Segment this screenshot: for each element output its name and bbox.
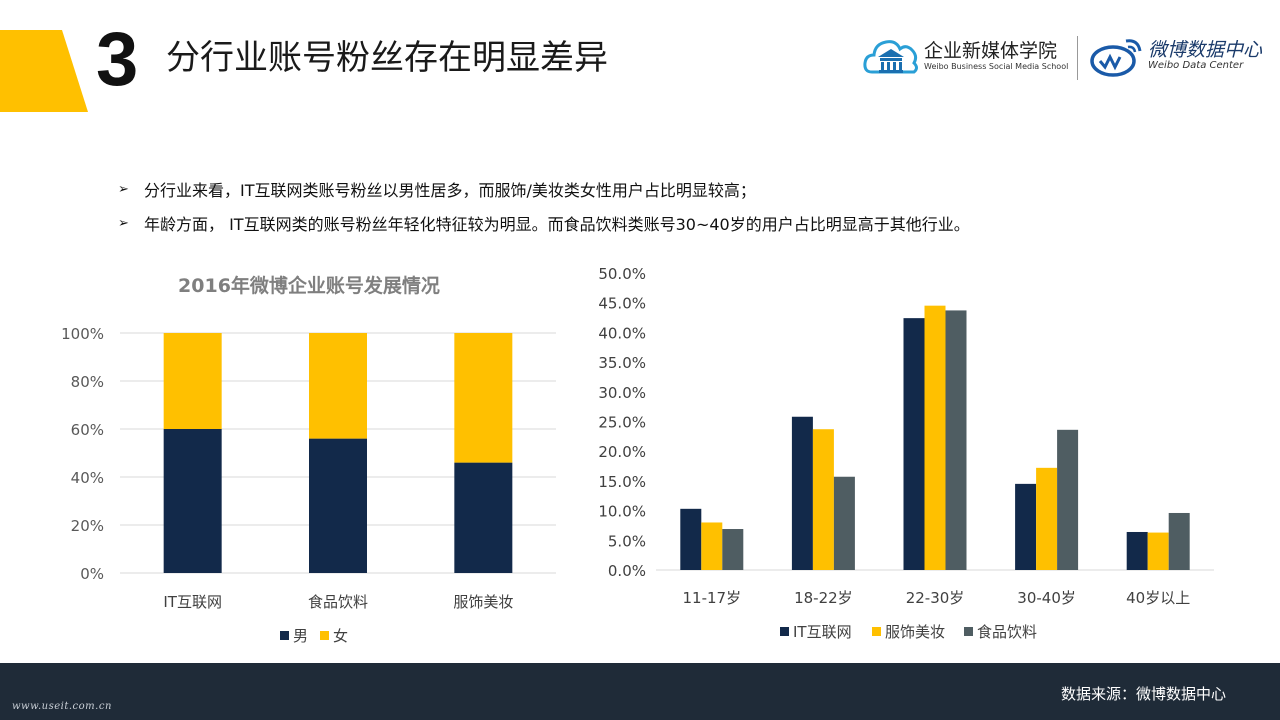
y-tick-label: 45.0% xyxy=(598,295,646,313)
bar-segment xyxy=(454,462,513,573)
bar xyxy=(1126,531,1148,570)
legend-label: 服饰美妆 xyxy=(885,623,945,641)
bar xyxy=(1015,483,1037,570)
legend-swatch xyxy=(780,627,789,636)
x-tick-label: 40岁以上 xyxy=(1126,589,1190,607)
y-tick-label: 25.0% xyxy=(598,414,646,432)
x-tick-label: 22-30岁 xyxy=(906,589,965,607)
y-tick-label: 10.0% xyxy=(598,503,646,521)
school-logo-name: 企业新媒体学院 xyxy=(924,39,1058,62)
bar xyxy=(1168,512,1190,570)
y-tick-label: 0.0% xyxy=(608,562,646,580)
bar xyxy=(1036,467,1058,570)
bar-segment xyxy=(163,429,222,573)
x-tick-label: IT互联网 xyxy=(163,593,222,611)
bar xyxy=(945,310,967,570)
chart-title: 2016年微博企业账号发展情况 xyxy=(178,274,440,297)
footer-bar: www.useit.com.cn 数据来源：微博数据中心 xyxy=(0,663,1280,720)
bar-segment xyxy=(454,333,513,463)
school-logo: 企业新媒体学院 Weibo Business Social Media Scho… xyxy=(862,30,1068,82)
weibo-logo: 微博数据中心 Weibo Data Center xyxy=(1088,30,1262,82)
x-tick-label: 18-22岁 xyxy=(794,589,853,607)
legend-swatch xyxy=(320,631,329,640)
bar xyxy=(833,476,855,570)
school-logo-subtitle: Weibo Business Social Media School xyxy=(924,61,1069,71)
header-accent-shape xyxy=(0,30,88,112)
y-tick-label: 60% xyxy=(71,421,104,439)
bar-segment xyxy=(163,333,222,429)
slide-number: 3 xyxy=(96,17,139,102)
x-tick-label: 11-17岁 xyxy=(683,589,742,607)
y-tick-label: 20% xyxy=(71,517,104,535)
y-tick-label: 80% xyxy=(71,373,104,391)
y-tick-label: 5.0% xyxy=(608,532,646,550)
bar xyxy=(903,318,925,570)
age-grouped-bar-chart: 0.0% 5.0% 10.0% 15.0% 20.0% 25.0% 30.0% 35.0% 40… xyxy=(598,265,1214,641)
bullet-list: ➢ 分行业来看，IT互联网类账号粉丝以男性居多，而服饰/美妆类女性用户占比明显较… xyxy=(118,172,970,240)
accent-parallelogram xyxy=(0,30,88,112)
y-tick-label: 30.0% xyxy=(598,384,646,402)
bar xyxy=(680,508,702,570)
weibo-logo-name: 微博数据中心 xyxy=(1148,38,1263,61)
page-title: 分行业账号粉丝存在明显差异 xyxy=(166,38,608,78)
y-tick-label: 50.0% xyxy=(598,265,646,283)
legend-swatch xyxy=(872,627,881,636)
legend-label: 食品饮料 xyxy=(977,623,1037,641)
bar xyxy=(722,529,744,570)
legend-label: 女 xyxy=(333,627,348,645)
y-tick-label: 20.0% xyxy=(598,443,646,461)
bar xyxy=(812,429,834,570)
bar xyxy=(1057,429,1079,570)
logo-divider xyxy=(1077,36,1078,80)
legend-label: 男 xyxy=(293,627,308,645)
y-tick-label: 0% xyxy=(80,565,104,583)
x-tick-label: 服饰美妆 xyxy=(453,593,513,611)
legend-swatch xyxy=(964,627,973,636)
bar xyxy=(924,305,946,570)
y-tick-label: 40% xyxy=(71,469,104,487)
bar-segment xyxy=(309,333,367,439)
y-tick-label: 40.0% xyxy=(598,324,646,342)
y-tick-label: 35.0% xyxy=(598,354,646,372)
gender-stacked-bar-chart: 2016年微博企业账号发展情况 0% 20% 40% 60% 80% 100% IT互联网 食品… xyxy=(61,274,556,645)
data-source: 数据来源：微博数据中心 xyxy=(1060,685,1226,703)
watermark: www.useit.com.cn xyxy=(12,701,112,712)
cloud-school-icon xyxy=(863,40,918,74)
bullet-text: 分行业来看，IT互联网类账号粉丝以男性居多，而服饰/美妆类女性用户占比明显较高； xyxy=(144,181,756,200)
bullet-item: ➢ 年龄方面， IT互联网类的账号粉丝年轻化特征较为明显。而食品饮料类账号30~… xyxy=(118,206,970,240)
bar xyxy=(1147,532,1169,570)
bar xyxy=(791,416,813,570)
legend-label: IT互联网 xyxy=(793,623,852,641)
bullet-arrow-icon: ➢ xyxy=(118,215,129,231)
weibo-eye-icon xyxy=(1090,39,1142,77)
y-tick-label: 100% xyxy=(61,325,104,343)
bullet-item: ➢ 分行业来看，IT互联网类账号粉丝以男性居多，而服饰/美妆类女性用户占比明显较… xyxy=(118,172,970,206)
x-tick-label: 食品饮料 xyxy=(308,593,368,611)
bullet-arrow-icon: ➢ xyxy=(118,181,129,197)
x-tick-label: 30-40岁 xyxy=(1017,589,1076,607)
legend-swatch xyxy=(280,631,289,640)
bar xyxy=(701,522,723,570)
bar-segment xyxy=(309,438,367,573)
bullet-text: 年龄方面， IT互联网类的账号粉丝年轻化特征较为明显。而食品饮料类账号30~40… xyxy=(144,215,970,234)
y-tick-label: 15.0% xyxy=(598,473,646,491)
weibo-logo-subtitle: Weibo Data Center xyxy=(1148,60,1244,72)
